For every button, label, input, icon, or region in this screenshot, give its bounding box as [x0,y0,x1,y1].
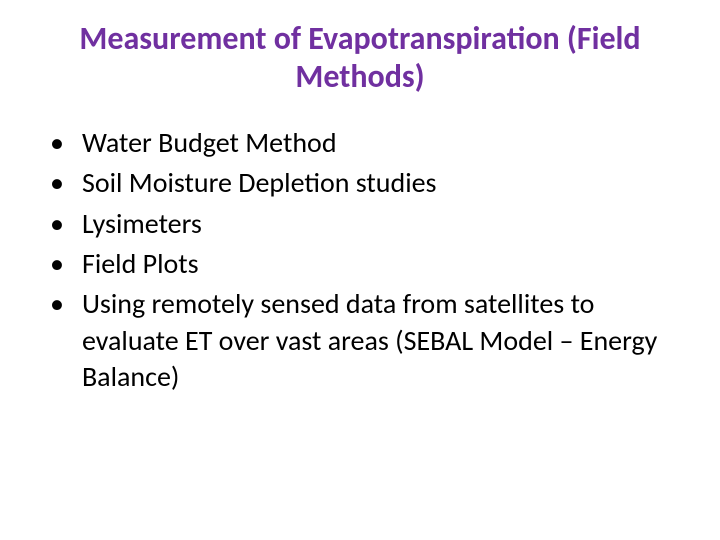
bullet-icon: • [50,165,64,201]
bullet-text: Lysimeters [82,206,202,242]
list-item: • Lysimeters [50,206,690,242]
slide-container: Measurement of Evapotranspiration (Field… [0,0,720,540]
bullet-text: Field Plots [82,246,199,282]
list-item: • Water Budget Method [50,125,690,161]
bullet-text: Using remotely sensed data from satellit… [82,286,690,395]
bullet-icon: • [50,286,64,322]
bullet-list: • Water Budget Method • Soil Moisture De… [30,125,690,396]
list-item: • Soil Moisture Depletion studies [50,165,690,201]
bullet-icon: • [50,206,64,242]
bullet-icon: • [50,246,64,282]
slide-title: Measurement of Evapotranspiration (Field… [30,20,690,97]
bullet-text: Soil Moisture Depletion studies [82,165,437,201]
list-item: • Field Plots [50,246,690,282]
bullet-icon: • [50,125,64,161]
list-item: • Using remotely sensed data from satell… [50,286,690,395]
bullet-text: Water Budget Method [82,125,337,161]
